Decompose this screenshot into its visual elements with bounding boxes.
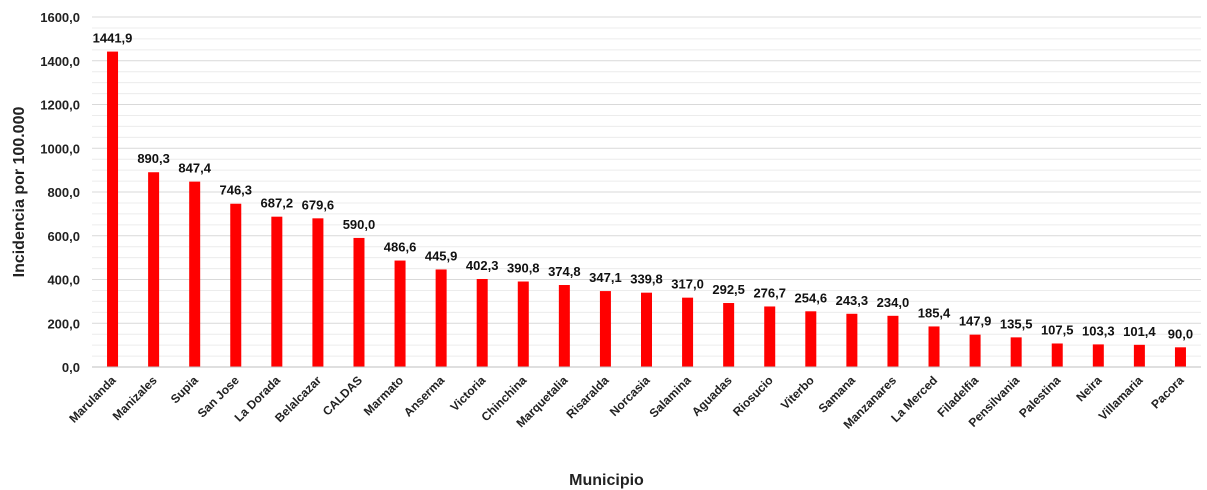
bar [1092, 344, 1104, 367]
data-label: 847,4 [178, 161, 211, 176]
bar [353, 237, 365, 367]
bar [1010, 337, 1022, 367]
bar [558, 285, 570, 367]
data-label: 276,7 [753, 285, 786, 300]
bar [764, 306, 776, 367]
bar [723, 303, 735, 367]
x-tick-label: Anserma [401, 373, 447, 419]
x-tick-label: Risaralda [563, 373, 611, 421]
bars [107, 51, 1186, 367]
bar [1051, 343, 1063, 367]
data-label: 185,4 [918, 305, 951, 320]
bar [682, 297, 694, 367]
bar [107, 51, 119, 367]
data-label: 1441,9 [93, 31, 133, 46]
data-label: 243,3 [836, 293, 869, 308]
data-label: 147,9 [959, 314, 992, 329]
bar [928, 326, 940, 367]
x-tick-label: Supia [168, 373, 201, 406]
data-label: 374,8 [548, 264, 581, 279]
data-label: 445,9 [425, 248, 458, 263]
x-tick-label: Palestina [1016, 373, 1063, 420]
data-label: 679,6 [302, 197, 335, 212]
x-tick-label: Norcasia [607, 373, 653, 419]
y-axis-ticks: 0,0 200,0 400,0 600,0 800,0 1000,0 1200,0 1400,… [40, 10, 80, 375]
data-label: 890,3 [137, 151, 170, 166]
x-tick-label: Manizales [110, 373, 160, 423]
data-label: 103,3 [1082, 323, 1115, 338]
x-tick-label: Neira [1073, 373, 1104, 404]
bar [394, 260, 406, 367]
x-tick-label: Victoria [447, 373, 488, 414]
data-label: 101,4 [1123, 324, 1156, 339]
bar [599, 291, 611, 367]
y-tick-label: 1200,0 [40, 98, 80, 113]
data-label: 292,5 [712, 282, 745, 297]
data-label: 317,0 [671, 277, 704, 292]
bar [312, 218, 324, 367]
data-label: 486,6 [384, 240, 417, 255]
bar [1174, 347, 1186, 367]
y-tick-label: 1000,0 [40, 141, 80, 156]
bar [148, 172, 160, 367]
y-axis-title: Incidencia por 100.000 [11, 107, 28, 278]
bar [230, 203, 242, 367]
data-label: 746,3 [219, 183, 252, 198]
data-label: 254,6 [795, 290, 828, 305]
bar [969, 334, 981, 367]
data-label: 390,8 [507, 261, 540, 276]
bar [641, 292, 652, 367]
data-labels: 1441,9 890,3 847,4 746,3 687,2 679,6 590,0 486,… [93, 31, 1193, 342]
bar [1133, 344, 1145, 367]
bar [435, 269, 447, 367]
x-tick-label: Aguadas [689, 373, 735, 419]
data-label: 687,2 [261, 196, 294, 211]
y-tick-label: 800,0 [47, 185, 80, 200]
data-label: 90,0 [1168, 326, 1193, 341]
data-label: 347,1 [589, 270, 622, 285]
y-tick-label: 0,0 [62, 360, 80, 375]
data-label: 590,0 [343, 217, 376, 232]
bar [517, 281, 529, 367]
bar [846, 313, 858, 367]
x-tick-label: Pacora [1148, 373, 1186, 411]
x-tick-label: Riosucio [730, 373, 776, 419]
x-tick-label: Marulanda [66, 373, 119, 426]
x-tick-label: Villamaria [1096, 373, 1146, 423]
y-tick-label: 600,0 [47, 229, 80, 244]
bar [887, 315, 899, 367]
bar [476, 278, 488, 367]
bar [189, 181, 201, 367]
x-tick-label: Marmato [361, 373, 406, 418]
data-label: 402,3 [466, 258, 499, 273]
data-label: 234,0 [877, 295, 910, 310]
bar [805, 311, 817, 367]
y-tick-label: 1400,0 [40, 54, 80, 69]
x-tick-label: CALDAS [320, 373, 365, 418]
data-label: 339,8 [630, 272, 663, 287]
x-tick-label: Viterbo [778, 373, 817, 412]
bar [271, 216, 283, 367]
data-label: 135,5 [1000, 316, 1033, 331]
y-tick-label: 1600,0 [40, 10, 80, 25]
x-tick-label: Salamina [647, 373, 694, 420]
data-label: 107,5 [1041, 322, 1074, 337]
x-axis-title: Municipio [569, 472, 644, 489]
y-tick-label: 200,0 [47, 316, 80, 331]
y-tick-label: 400,0 [47, 273, 80, 288]
